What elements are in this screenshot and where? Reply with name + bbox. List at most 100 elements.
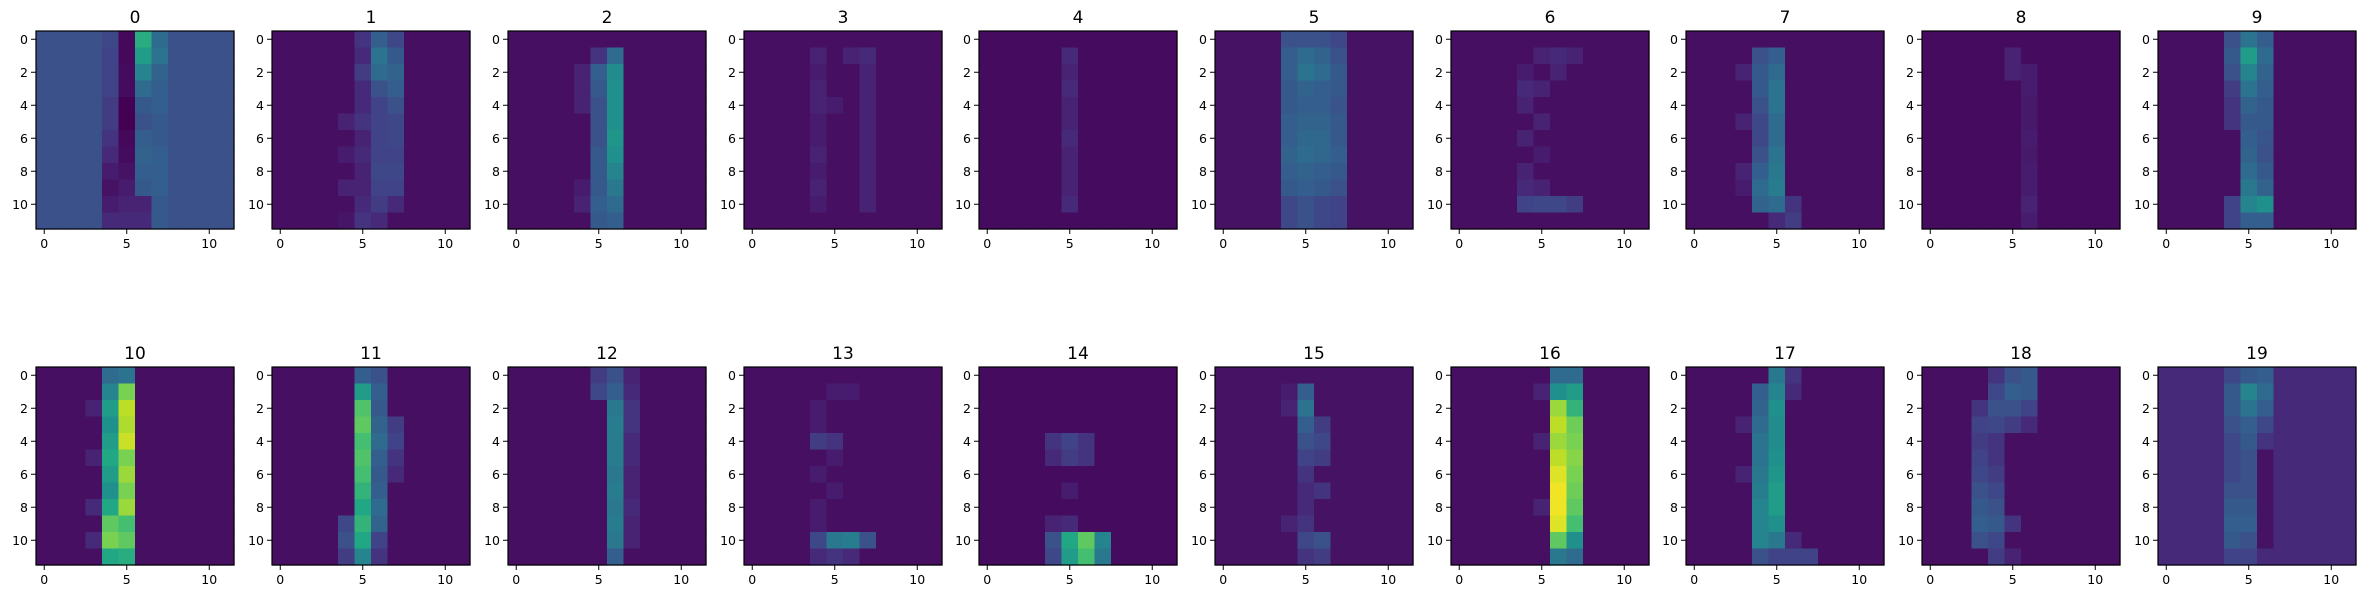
heatmap-cell [793, 130, 811, 148]
heatmap-cell [2224, 449, 2242, 467]
heatmap-cell [151, 97, 169, 115]
heatmap-cell [2174, 64, 2192, 82]
heatmap-cell [2037, 482, 2055, 500]
heatmap-cell [689, 80, 707, 98]
y-tick-label: 0 [2142, 368, 2150, 383]
heatmap-cell [52, 466, 70, 484]
heatmap-cell [1012, 416, 1030, 434]
heatmap-cell [1330, 499, 1348, 517]
heatmap-cell [2054, 383, 2072, 401]
heatmap-cell [288, 532, 306, 550]
heatmap-cell [1867, 163, 1885, 181]
heatmap-cell [826, 416, 844, 434]
axes-frame [507, 30, 707, 230]
heatmap-cell [1922, 47, 1940, 65]
heatmap-cell [1686, 482, 1704, 500]
heatmap-cell [508, 400, 526, 418]
heatmap-cell [217, 64, 235, 82]
heatmap-cell [2037, 367, 2055, 385]
heatmap-cell [1583, 515, 1601, 533]
heatmap-cell [36, 400, 54, 418]
heatmap-cell [1061, 97, 1079, 115]
heatmap-cell [1396, 400, 1414, 418]
heatmap-cell [305, 548, 323, 566]
heatmap-cell [925, 130, 943, 148]
heatmap-cell [689, 47, 707, 65]
heatmap-cell [1380, 433, 1398, 451]
heatmap-cell [1818, 212, 1836, 230]
heatmap-cell [387, 163, 405, 181]
heatmap-cell [272, 449, 290, 467]
heatmap-cell [338, 400, 356, 418]
heatmap-cell [184, 416, 202, 434]
heatmap-cell [925, 64, 943, 82]
heatmap-cell [1785, 64, 1803, 82]
heatmap-cell [826, 163, 844, 181]
heatmap-cell [689, 31, 707, 49]
heatmap-cell [2290, 383, 2308, 401]
y-tick-label: 10 [12, 533, 28, 548]
heatmap-cell [135, 31, 153, 49]
heatmap-cell [2174, 515, 2192, 533]
heatmap-cell [590, 482, 608, 500]
heatmap-cell [2191, 31, 2209, 49]
heatmap-cell [1735, 130, 1753, 148]
heatmap-cell [151, 482, 169, 500]
heatmap-cell [892, 383, 910, 401]
heatmap-cell [2323, 146, 2341, 164]
heatmap-cell [859, 80, 877, 98]
y-tick-label: 6 [20, 131, 28, 146]
heatmap-cell [1922, 212, 1940, 230]
heatmap-cell [1028, 548, 1046, 566]
heatmap-cell [151, 400, 169, 418]
heatmap-cell [1012, 548, 1030, 566]
heatmap-cell [1347, 449, 1365, 467]
heatmap-cell [168, 532, 186, 550]
heatmap-cell [1867, 548, 1885, 566]
heatmap-cell [508, 113, 526, 131]
heatmap-cell [453, 196, 471, 214]
heatmap-cell [102, 515, 120, 533]
heatmap-cell [1867, 367, 1885, 385]
heatmap-cell [524, 482, 542, 500]
heatmap-cell [404, 433, 422, 451]
heatmap-cell [1144, 416, 1162, 434]
heatmap-cell [69, 367, 87, 385]
panel-title: 18 [2010, 344, 2032, 364]
heatmap-cell [453, 47, 471, 65]
x-tick-label: 10 [1380, 572, 1396, 587]
heatmap-cell [2037, 449, 2055, 467]
heatmap-cell [2054, 146, 2072, 164]
heatmap-cell [453, 212, 471, 230]
heatmap-cell [760, 367, 778, 385]
heatmap-cell [2004, 532, 2022, 550]
heatmap-cell [843, 80, 861, 98]
heatmap-cell [321, 383, 339, 401]
y-tick-label: 4 [20, 98, 28, 113]
heatmap-cell [1971, 80, 1989, 98]
heatmap-cell [1111, 416, 1129, 434]
heatmap-cell [1094, 146, 1112, 164]
heatmap-cell [453, 400, 471, 418]
heatmap-cell [168, 212, 186, 230]
heatmap-cell [1735, 80, 1753, 98]
heatmap-cell [2021, 163, 2039, 181]
heatmap-cell [1363, 499, 1381, 517]
heatmap-cell [2004, 97, 2022, 115]
heatmap-cell [1752, 47, 1770, 65]
heatmap-cell [1818, 416, 1836, 434]
heatmap-cell [673, 163, 691, 181]
heatmap-cell [1583, 179, 1601, 197]
heatmap-cell [843, 130, 861, 148]
x-tick-label: 10 [1851, 572, 1867, 587]
heatmap-cell [810, 146, 828, 164]
x-tick-label: 5 [1538, 572, 1546, 587]
heatmap-cell [2224, 499, 2242, 517]
heatmap-cell [995, 146, 1013, 164]
heatmap-cell [387, 130, 405, 148]
heatmap-cell [168, 367, 186, 385]
heatmap-cell [673, 449, 691, 467]
heatmap-cell [2339, 196, 2357, 214]
heatmap-cell [1922, 515, 1940, 533]
